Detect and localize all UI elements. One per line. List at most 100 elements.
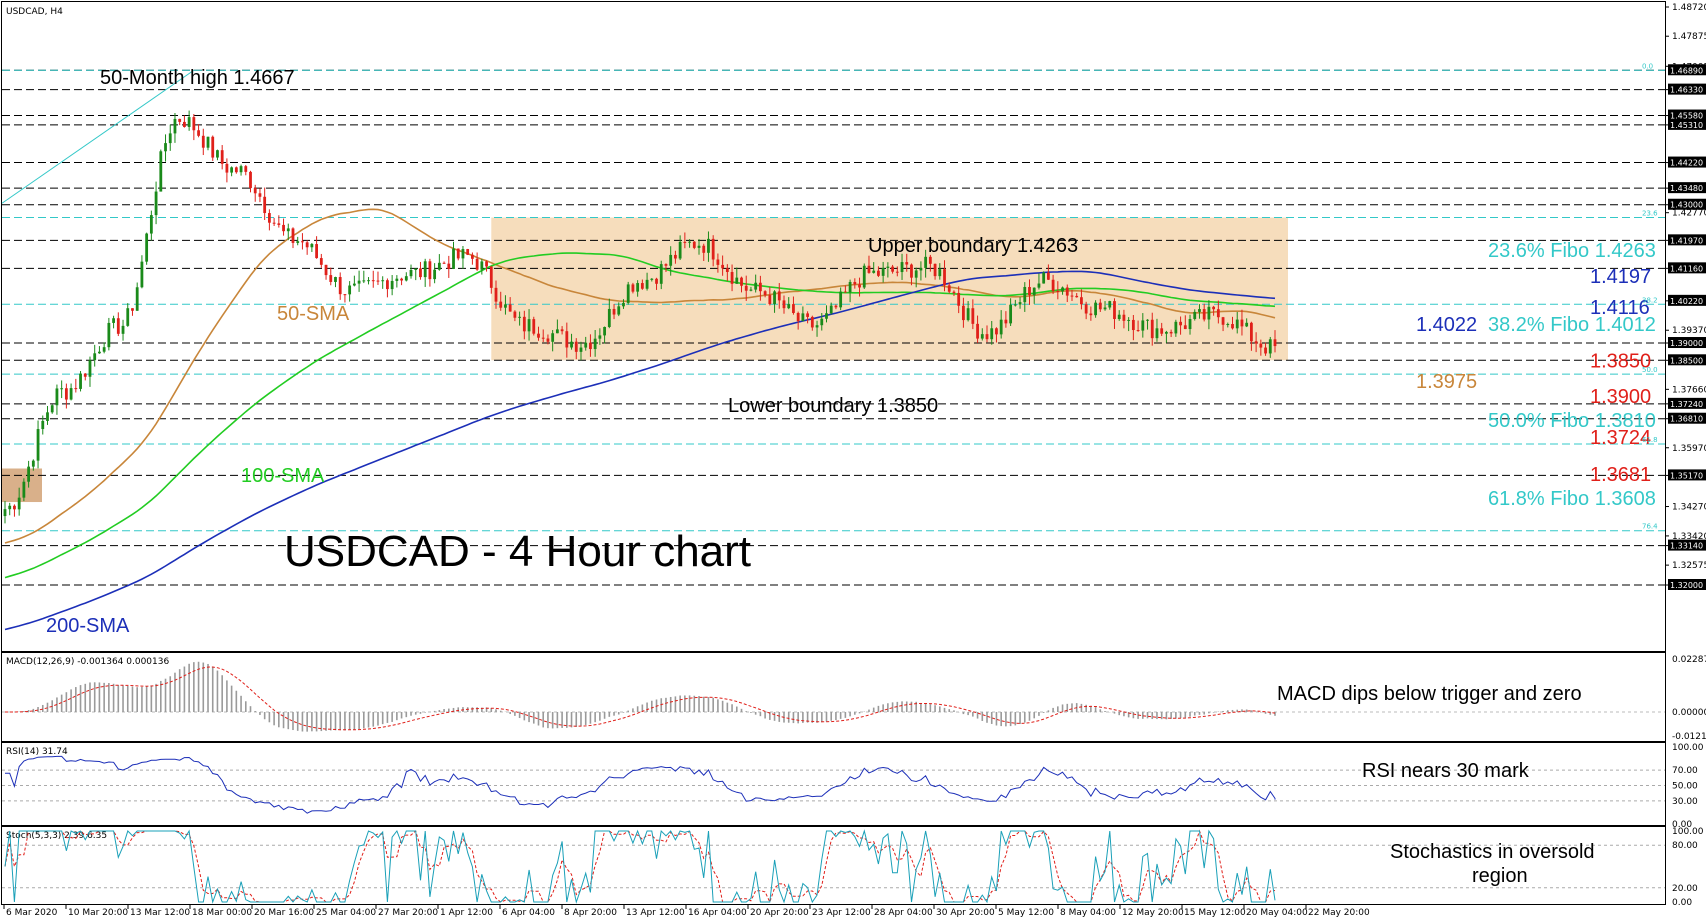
candle-body bbox=[178, 118, 182, 122]
rsi-tick-label: 30.00 bbox=[1672, 797, 1698, 807]
annotations: 50-Month high 1.4667 Upper boundary 1.42… bbox=[46, 67, 1656, 637]
candle-body bbox=[895, 271, 899, 273]
candle-body bbox=[8, 505, 12, 510]
candle-body bbox=[296, 241, 300, 243]
macd-note: MACD dips below trigger and zero bbox=[1277, 683, 1582, 705]
price-highlight-label: 1.43480 bbox=[1670, 184, 1703, 193]
candle-body bbox=[116, 318, 120, 334]
price-highlight-box bbox=[1668, 397, 1706, 409]
candle-body bbox=[806, 313, 810, 317]
candle-body bbox=[319, 258, 323, 265]
candle-body bbox=[107, 322, 111, 348]
price-tick-label: 1.33420 bbox=[1672, 532, 1706, 542]
candle-body bbox=[957, 292, 961, 306]
price-highlight-box bbox=[1668, 182, 1706, 194]
candle-body bbox=[537, 333, 540, 338]
candle-body bbox=[489, 266, 493, 288]
time-tick-label: 10 Mar 20:00 bbox=[68, 908, 128, 918]
candle-body bbox=[414, 268, 418, 270]
fibo-small-label: 76.4 bbox=[1642, 523, 1658, 531]
candle-body bbox=[102, 347, 106, 352]
candle-body bbox=[145, 233, 149, 262]
candle-body bbox=[522, 316, 526, 332]
candle-body bbox=[352, 283, 356, 286]
candle-body bbox=[716, 259, 720, 265]
annotation-upper-boundary: Upper boundary 1.4263 bbox=[868, 235, 1078, 257]
candle-body bbox=[159, 151, 163, 192]
time-tick-label: 22 May 20:00 bbox=[1308, 908, 1370, 918]
candle-body bbox=[324, 264, 328, 276]
candle-body bbox=[192, 117, 196, 131]
candle-body bbox=[631, 284, 635, 292]
stoch-tick-label: 20.00 bbox=[1672, 884, 1698, 894]
candle-body bbox=[688, 241, 691, 243]
candle-body bbox=[1226, 324, 1230, 326]
price-highlight-box bbox=[1668, 539, 1706, 551]
candle-body bbox=[1174, 321, 1178, 334]
candle-body bbox=[1098, 302, 1102, 310]
candle-body bbox=[400, 278, 403, 281]
candle-body bbox=[787, 304, 791, 309]
candle-body bbox=[211, 136, 215, 158]
price-highlight-box bbox=[1668, 64, 1706, 76]
price-tick-label: 1.48720 bbox=[1672, 3, 1706, 13]
price-highlight-label: 1.41160 bbox=[1670, 264, 1703, 273]
candle-body bbox=[55, 388, 59, 406]
candle-body bbox=[1042, 272, 1046, 284]
candle-body bbox=[1193, 311, 1197, 320]
candle-body bbox=[1202, 309, 1206, 320]
candle-body bbox=[603, 326, 606, 336]
candle-body bbox=[121, 325, 125, 334]
candle-body bbox=[933, 263, 937, 277]
candle-body bbox=[598, 335, 602, 339]
range-box bbox=[491, 217, 1288, 361]
candle-body bbox=[79, 373, 82, 389]
price-highlight-label: 1.45310 bbox=[1670, 121, 1703, 130]
candle-body bbox=[574, 341, 578, 352]
price-tick-label: 1.35970 bbox=[1672, 444, 1706, 454]
price-highlight-label: 1.46890 bbox=[1670, 66, 1703, 75]
candle-body bbox=[1245, 322, 1249, 327]
price-tick-label: 1.32575 bbox=[1672, 561, 1706, 571]
price-tick-label: 1.34270 bbox=[1672, 503, 1706, 513]
candle-body bbox=[1004, 319, 1008, 324]
label-1-3850: 1.3850 bbox=[1590, 350, 1651, 372]
price-tick-label: 1.47875 bbox=[1672, 32, 1706, 42]
candle-body bbox=[914, 270, 918, 278]
label-fibo-50: 50.0% Fibo 1.3810 bbox=[1488, 410, 1656, 432]
candle-body bbox=[702, 245, 706, 253]
label-1-4022: 1.4022 bbox=[1416, 314, 1477, 336]
candle-body bbox=[386, 280, 389, 290]
label-1-3900: 1.3900 bbox=[1590, 386, 1651, 408]
candle-body bbox=[381, 280, 385, 282]
candle-body bbox=[164, 143, 167, 152]
candle-body bbox=[1254, 341, 1258, 344]
price-highlight-label: 1.36810 bbox=[1670, 415, 1703, 424]
candle-body bbox=[985, 334, 989, 340]
candle-body bbox=[206, 136, 210, 148]
macd-tick-bottom: -0.012126 bbox=[1672, 732, 1706, 742]
candle-body bbox=[617, 306, 621, 315]
label-100-sma: 100-SMA bbox=[241, 465, 325, 487]
candle-body bbox=[1113, 301, 1116, 320]
candle-body bbox=[437, 262, 441, 270]
candle-body bbox=[980, 334, 984, 339]
candle-body bbox=[423, 261, 427, 278]
candle-body bbox=[636, 283, 640, 292]
time-tick-label: 18 Mar 00:00 bbox=[192, 908, 252, 918]
stoch-panel-frame bbox=[1, 826, 1666, 905]
price-highlight-label: 1.43000 bbox=[1670, 201, 1703, 210]
label-1-3975: 1.3975 bbox=[1416, 371, 1477, 393]
time-tick-label: 20 Apr 20:00 bbox=[750, 908, 809, 918]
price-highlight-box bbox=[1668, 83, 1706, 95]
candle-body bbox=[201, 135, 205, 148]
candle-body bbox=[367, 280, 370, 282]
time-axis: 6 Mar 2020 10 Mar 20:00 13 Mar 12:00 18 Mar… bbox=[3, 905, 1370, 918]
candle-body bbox=[1070, 295, 1074, 297]
candle-body bbox=[966, 308, 970, 321]
candle-body bbox=[1065, 287, 1069, 296]
price-highlight-box bbox=[1668, 469, 1706, 481]
price-highlight-label: 1.46330 bbox=[1670, 86, 1703, 95]
candle-body bbox=[376, 280, 380, 282]
time-tick-label: 12 May 20:00 bbox=[1122, 908, 1184, 918]
